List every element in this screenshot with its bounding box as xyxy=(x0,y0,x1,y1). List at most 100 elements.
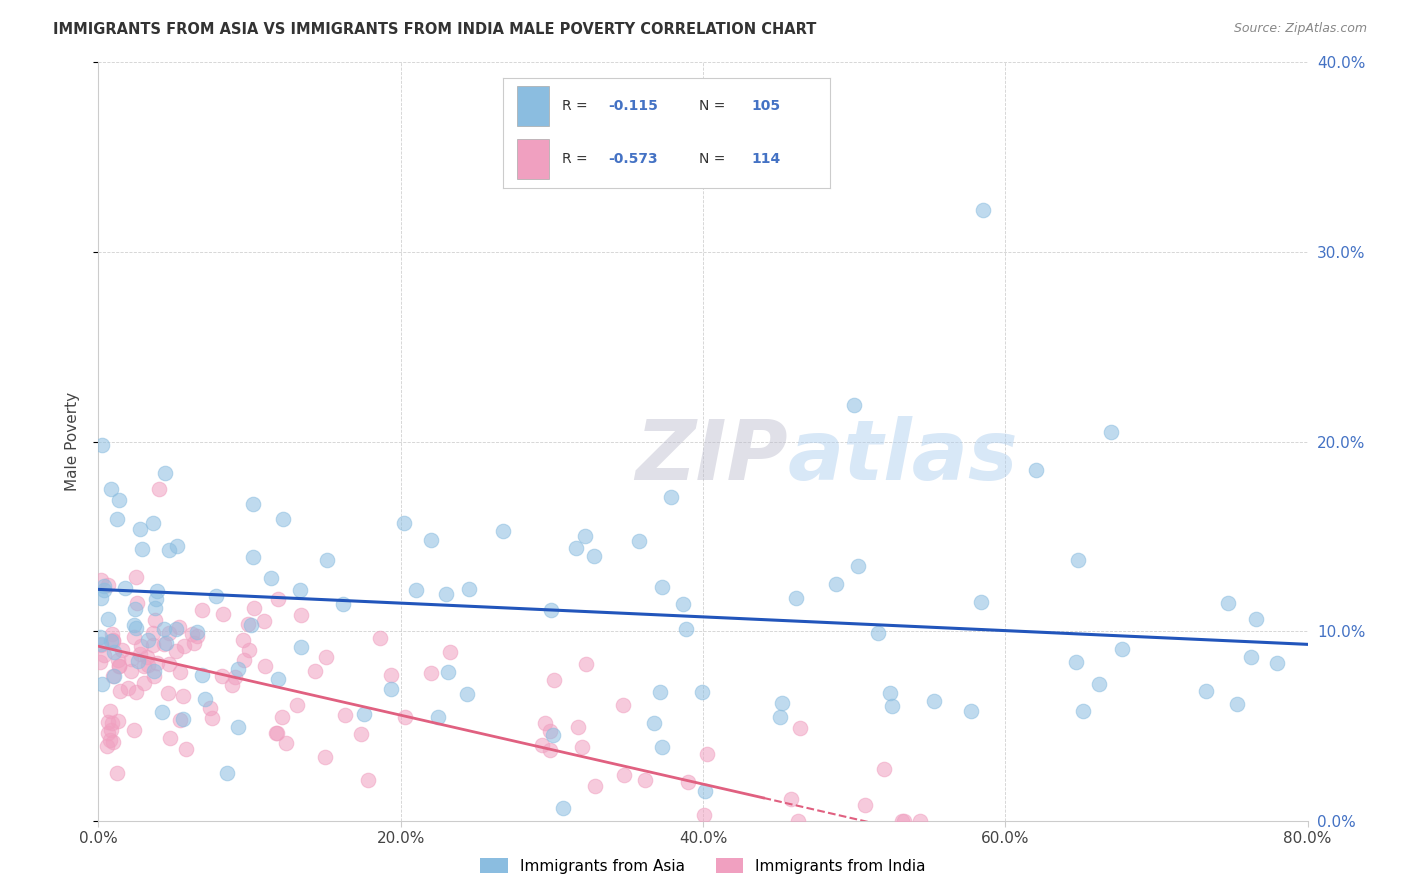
Point xyxy=(405,582,427,597)
Point xyxy=(191,603,214,617)
Point xyxy=(211,607,233,622)
Point xyxy=(553,800,575,814)
Point xyxy=(780,792,803,806)
Point xyxy=(285,698,308,712)
Point xyxy=(132,676,155,690)
Point xyxy=(155,636,177,650)
Point xyxy=(173,639,195,653)
Point xyxy=(1111,642,1133,657)
Point xyxy=(143,613,166,627)
Point xyxy=(191,668,214,682)
Point xyxy=(353,706,375,721)
Point xyxy=(266,725,288,739)
Point xyxy=(166,539,188,553)
Point xyxy=(159,731,181,745)
Point xyxy=(100,627,122,641)
Point xyxy=(271,710,294,724)
Point xyxy=(769,710,792,724)
Point xyxy=(97,726,120,740)
Point xyxy=(215,766,238,780)
Point xyxy=(238,643,260,657)
Point xyxy=(128,647,150,661)
Point xyxy=(89,630,111,644)
Point xyxy=(891,814,914,828)
Point xyxy=(567,720,589,734)
Point xyxy=(156,685,179,699)
Point xyxy=(105,766,128,780)
Point xyxy=(91,677,114,691)
Text: Source: ZipAtlas.com: Source: ZipAtlas.com xyxy=(1233,22,1367,36)
Point xyxy=(873,762,896,776)
Point xyxy=(643,715,665,730)
Point xyxy=(634,773,657,788)
Y-axis label: Male Poverty: Male Poverty xyxy=(65,392,80,491)
Point xyxy=(97,612,120,626)
Point xyxy=(333,707,356,722)
Point xyxy=(135,650,157,665)
Point xyxy=(439,645,461,659)
Point xyxy=(90,573,112,587)
Point xyxy=(253,614,276,628)
Point xyxy=(314,749,336,764)
Point xyxy=(394,710,416,724)
Point xyxy=(538,724,561,739)
Point xyxy=(124,723,146,737)
Point xyxy=(672,597,695,611)
Point xyxy=(167,620,190,634)
Point xyxy=(103,735,125,749)
Point xyxy=(436,665,458,679)
Point xyxy=(571,740,593,755)
Point xyxy=(1216,596,1239,610)
Point xyxy=(224,670,246,684)
Point xyxy=(205,589,228,603)
Point xyxy=(131,542,153,557)
Point xyxy=(233,653,256,667)
Point xyxy=(627,533,650,548)
Point xyxy=(789,721,811,735)
Point xyxy=(134,658,156,673)
Point xyxy=(240,618,263,632)
Point xyxy=(651,581,673,595)
Point xyxy=(103,645,125,659)
Point xyxy=(880,699,903,714)
Point xyxy=(575,657,598,671)
Point xyxy=(226,662,249,676)
Point xyxy=(93,648,115,662)
Point xyxy=(111,643,134,657)
Point xyxy=(169,665,191,679)
Point xyxy=(1099,425,1122,439)
Point xyxy=(89,655,111,669)
Point xyxy=(846,559,869,574)
Point xyxy=(770,696,793,710)
Point xyxy=(271,512,294,526)
Point xyxy=(211,669,233,683)
Legend: Immigrants from Asia, Immigrants from India: Immigrants from Asia, Immigrants from In… xyxy=(474,852,932,880)
Point xyxy=(172,712,194,726)
Point xyxy=(201,711,224,725)
Point xyxy=(120,652,142,666)
Point xyxy=(221,678,243,692)
Point xyxy=(787,814,810,828)
Point xyxy=(157,543,180,558)
Point xyxy=(127,654,149,668)
Point xyxy=(583,549,606,564)
Point xyxy=(125,685,148,699)
Point xyxy=(924,694,946,708)
Point xyxy=(97,578,120,592)
Point xyxy=(172,690,194,704)
Point xyxy=(1066,553,1088,567)
Point xyxy=(1064,656,1087,670)
Point xyxy=(380,682,402,697)
Point xyxy=(194,692,217,706)
Point xyxy=(332,597,354,611)
Point xyxy=(456,687,478,701)
Point xyxy=(648,685,671,699)
Point xyxy=(146,583,169,598)
Point xyxy=(491,524,513,538)
Point xyxy=(538,743,561,757)
Point xyxy=(676,774,699,789)
Point xyxy=(530,739,553,753)
Point xyxy=(908,814,931,828)
Point xyxy=(142,664,165,678)
Point xyxy=(970,594,993,608)
